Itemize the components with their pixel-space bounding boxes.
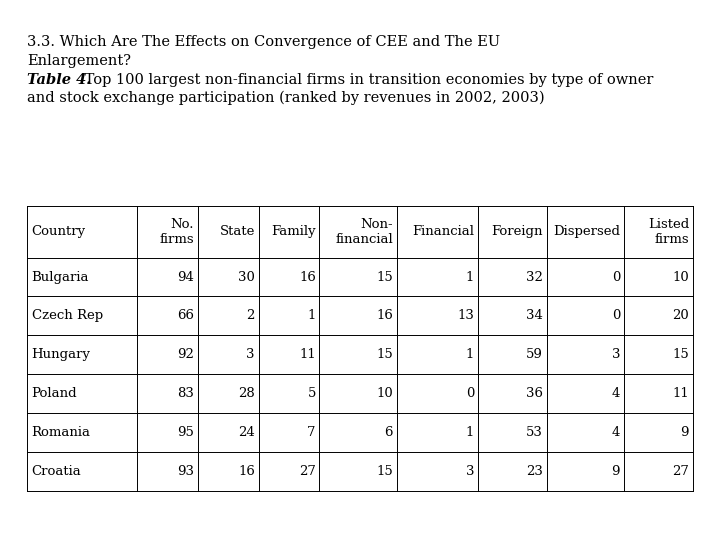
Text: 27: 27 — [672, 465, 689, 478]
Text: 15: 15 — [672, 348, 689, 361]
Text: 0: 0 — [612, 309, 620, 322]
Text: 6: 6 — [384, 426, 393, 439]
Text: 53: 53 — [526, 426, 543, 439]
Text: 94: 94 — [177, 271, 194, 284]
Text: 0: 0 — [612, 271, 620, 284]
Text: 13: 13 — [457, 309, 474, 322]
Text: 95: 95 — [177, 426, 194, 439]
Text: 15: 15 — [376, 271, 393, 284]
Text: Table 4.: Table 4. — [27, 73, 91, 87]
Text: 36: 36 — [526, 387, 543, 400]
Text: 3: 3 — [246, 348, 255, 361]
Text: 1: 1 — [307, 309, 316, 322]
Text: Financial: Financial — [412, 225, 474, 239]
Text: 9: 9 — [680, 426, 689, 439]
Text: Poland: Poland — [32, 387, 77, 400]
Text: 24: 24 — [238, 426, 255, 439]
Text: 83: 83 — [177, 387, 194, 400]
Text: 10: 10 — [376, 387, 393, 400]
Text: 3.3. Which Are The Effects on Convergence of CEE and The EU: 3.3. Which Are The Effects on Convergenc… — [27, 35, 500, 49]
Text: 4: 4 — [612, 387, 620, 400]
Text: 28: 28 — [238, 387, 255, 400]
Text: 1: 1 — [466, 271, 474, 284]
Text: 92: 92 — [177, 348, 194, 361]
Text: 59: 59 — [526, 348, 543, 361]
Text: 10: 10 — [672, 271, 689, 284]
Text: 20: 20 — [672, 309, 689, 322]
Text: 1: 1 — [466, 348, 474, 361]
Text: 16: 16 — [299, 271, 316, 284]
Text: Czech Rep: Czech Rep — [32, 309, 103, 322]
Text: Family: Family — [271, 225, 316, 239]
Text: 16: 16 — [376, 309, 393, 322]
Text: No.
firms: No. firms — [160, 218, 194, 246]
Text: Top 100 largest non-financial firms in transition economies by type of owner: Top 100 largest non-financial firms in t… — [80, 73, 653, 87]
Text: Non-
financial: Non- financial — [335, 218, 393, 246]
Text: 0: 0 — [466, 387, 474, 400]
Text: 4: 4 — [612, 426, 620, 439]
Text: and stock exchange participation (ranked by revenues in 2002, 2003): and stock exchange participation (ranked… — [27, 90, 545, 105]
Text: 23: 23 — [526, 465, 543, 478]
Text: 30: 30 — [238, 271, 255, 284]
Text: 34: 34 — [526, 309, 543, 322]
Text: 5: 5 — [307, 387, 316, 400]
Text: Dispersed: Dispersed — [553, 225, 620, 239]
Text: Country: Country — [32, 225, 86, 239]
Text: 7: 7 — [307, 426, 316, 439]
Text: 16: 16 — [238, 465, 255, 478]
Text: Foreign: Foreign — [492, 225, 543, 239]
Text: 3: 3 — [466, 465, 474, 478]
Text: Listed
firms: Listed firms — [648, 218, 689, 246]
Text: Enlargement?: Enlargement? — [27, 54, 131, 68]
Text: 2: 2 — [247, 309, 255, 322]
Text: 15: 15 — [376, 348, 393, 361]
Text: 9: 9 — [611, 465, 620, 478]
Text: 3: 3 — [611, 348, 620, 361]
Text: State: State — [220, 225, 255, 239]
Text: 27: 27 — [299, 465, 316, 478]
Text: 11: 11 — [299, 348, 316, 361]
Text: Romania: Romania — [32, 426, 91, 439]
Text: 1: 1 — [466, 426, 474, 439]
Text: Bulgaria: Bulgaria — [32, 271, 89, 284]
Text: Croatia: Croatia — [32, 465, 81, 478]
Text: 32: 32 — [526, 271, 543, 284]
Text: 93: 93 — [177, 465, 194, 478]
Text: 15: 15 — [376, 465, 393, 478]
Text: Hungary: Hungary — [32, 348, 91, 361]
Text: 11: 11 — [672, 387, 689, 400]
Text: 66: 66 — [177, 309, 194, 322]
